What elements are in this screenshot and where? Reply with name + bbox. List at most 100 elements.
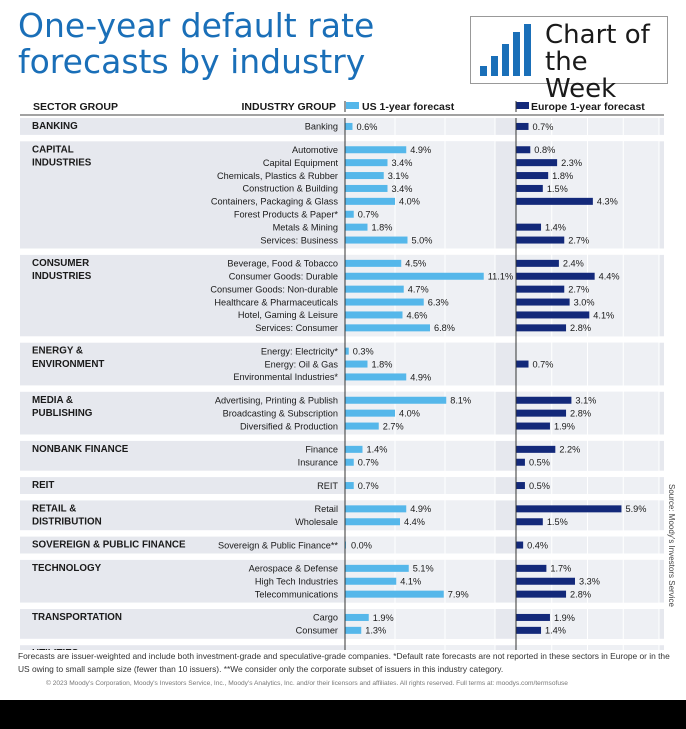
- europe-value-label: 1.9%: [554, 421, 575, 431]
- europe-value-label: 1.4%: [545, 626, 566, 636]
- us-value-label: 3.1%: [388, 171, 409, 181]
- us-value-label: 0.6%: [357, 122, 378, 132]
- industry-label: Insurance: [298, 457, 338, 467]
- europe-bar: [516, 324, 567, 332]
- us-bar: [345, 590, 444, 598]
- industry-label: Aerospace & Defense: [249, 564, 338, 574]
- industry-label: Consumer Goods: Durable: [229, 271, 338, 281]
- us-bar: [345, 159, 388, 167]
- europe-value-label: 1.9%: [554, 613, 575, 623]
- europe-bar: [516, 360, 529, 368]
- sector-label: ENERGY &: [32, 346, 83, 357]
- us-value-label: 3.4%: [392, 184, 413, 194]
- us-value-label: 6.3%: [428, 297, 449, 307]
- europe-bar: [516, 311, 590, 319]
- us-bar: [345, 445, 363, 453]
- europe-bar: [516, 505, 622, 513]
- industry-label: Retail: [315, 504, 339, 514]
- us-value-label: 4.4%: [404, 517, 425, 527]
- sector-label: SOVEREIGN & PUBLIC FINANCE: [32, 540, 186, 551]
- europe-value-label: 0.5%: [529, 481, 550, 491]
- europe-bar: [516, 259, 559, 267]
- us-bar: [345, 396, 447, 404]
- us-band-bg: [345, 536, 495, 554]
- us-value-label: 4.6%: [407, 310, 428, 320]
- us-value-label: 0.1%: [351, 649, 372, 650]
- europe-value-label: 1.7%: [550, 564, 571, 574]
- europe-value-label: 2.4%: [563, 259, 584, 269]
- europe-bar: [516, 541, 524, 549]
- sector-label: CAPITAL: [32, 144, 74, 155]
- us-value-label: 4.1%: [400, 577, 421, 587]
- europe-bar: [516, 184, 543, 192]
- us-value-label: 0.3%: [353, 346, 374, 356]
- sector-band: [20, 118, 664, 135]
- us-bar: [345, 577, 397, 585]
- industry-label: Hotel, Gaming & Leisure: [238, 310, 338, 320]
- industry-label: Metals & Mining: [273, 222, 338, 232]
- sector-label: ENVIRONMENT: [32, 359, 104, 370]
- industry-label: Diversified & Production: [240, 421, 338, 431]
- europe-bar: [516, 223, 542, 231]
- sector-band: [20, 645, 664, 650]
- sector-band: [20, 536, 664, 554]
- header-us-forecast: US 1-year forecast: [362, 101, 455, 113]
- europe-value-label: 1.4%: [545, 222, 566, 232]
- us-value-label: 3.4%: [392, 158, 413, 168]
- us-bar: [345, 626, 362, 634]
- europe-value-label: 2.3%: [561, 158, 582, 168]
- europe-value-label: 1.5%: [547, 517, 568, 527]
- sector-label: BANKING: [32, 121, 78, 132]
- page-title: One-year default rate forecasts by indus…: [18, 8, 374, 80]
- sector-label: PUBLISHING: [32, 408, 93, 419]
- us-bar: [345, 259, 402, 267]
- industry-label: Advertising, Printing & Publish: [215, 395, 338, 405]
- europe-value-label: 2.2%: [559, 445, 580, 455]
- us-bar: [345, 409, 395, 417]
- us-value-label: 7.9%: [448, 589, 469, 599]
- us-bar: [345, 298, 424, 306]
- industry-label: Services: Business: [260, 235, 338, 245]
- us-bar: [345, 324, 430, 332]
- europe-value-label: 2.8%: [570, 323, 591, 333]
- sector-label: REIT: [32, 480, 54, 491]
- us-bar: [345, 613, 369, 621]
- industry-label: Energy: Electricity*: [261, 346, 339, 356]
- industry-label: Containers, Packaging & Glass: [211, 197, 339, 207]
- industry-label: Services: Consumer: [255, 323, 338, 333]
- copyright: © 2023 Moody's Corporation, Moody's Inve…: [46, 680, 568, 687]
- us-bar: [345, 360, 368, 368]
- us-value-label: 0.0%: [351, 540, 372, 550]
- industry-label: Consumer Goods: Non-durable: [210, 284, 338, 294]
- industry-label: Electric: [308, 649, 339, 650]
- europe-bar: [516, 396, 572, 404]
- us-value-label: 1.8%: [372, 222, 393, 232]
- sector-label: TRANSPORTATION: [32, 612, 122, 623]
- us-bar: [345, 272, 484, 280]
- us-bar: [345, 236, 408, 244]
- europe-bar: [516, 159, 558, 167]
- us-value-label: 4.7%: [408, 284, 429, 294]
- us-value-label: 4.9%: [410, 504, 431, 514]
- europe-value-label: 0.7%: [533, 122, 554, 132]
- europe-bar: [516, 577, 575, 585]
- us-band-bg: [345, 141, 495, 249]
- us-value-label: 1.3%: [365, 626, 386, 636]
- header-sector-group: SECTOR GROUP: [33, 101, 118, 113]
- europe-value-label: 3.1%: [575, 396, 596, 406]
- industry-label: REIT: [317, 481, 338, 491]
- header-europe-forecast: Europe 1-year forecast: [531, 101, 645, 113]
- europe-bar: [516, 564, 547, 572]
- us-value-label: 4.9%: [410, 145, 431, 155]
- europe-bar: [516, 482, 525, 490]
- europe-bar: [516, 172, 549, 180]
- us-bar: [345, 518, 400, 526]
- europe-bar: [516, 445, 556, 453]
- europe-value-label: 4.3%: [597, 197, 618, 207]
- sector-label: DISTRIBUTION: [32, 517, 102, 528]
- us-value-label: 1.8%: [372, 359, 393, 369]
- us-band-bg: [345, 645, 495, 650]
- us-bar: [345, 285, 404, 293]
- industry-label: Wholesale: [295, 517, 338, 527]
- europe-value-label: 2.7%: [568, 284, 589, 294]
